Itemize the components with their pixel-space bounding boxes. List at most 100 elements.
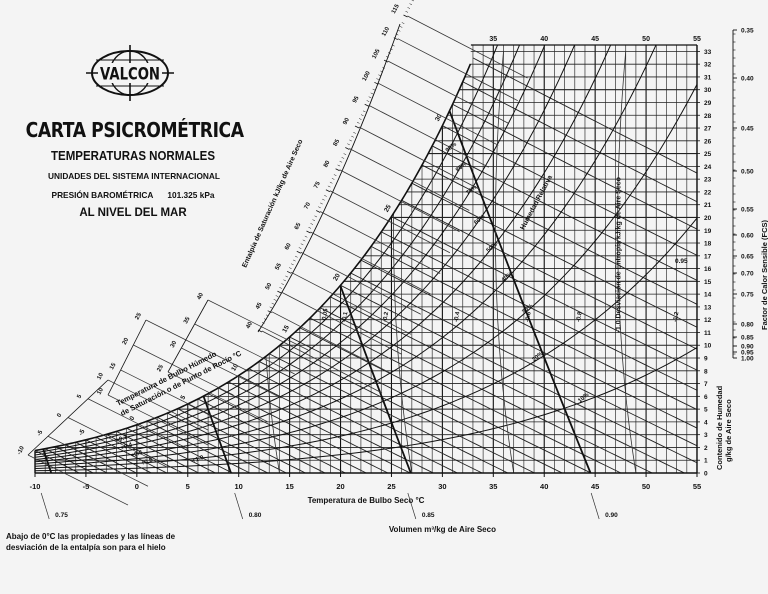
svg-text:75: 75: [313, 180, 322, 189]
svg-text:110: 110: [381, 26, 391, 38]
svg-text:0: 0: [135, 482, 139, 491]
svg-text:95: 95: [352, 95, 361, 104]
svg-text:4: 4: [704, 419, 708, 426]
svg-text:26: 26: [704, 138, 712, 145]
footnote: Abajo de 0°C las propiedades y las línea…: [6, 531, 175, 553]
svg-text:0.90: 0.90: [605, 512, 618, 519]
svg-text:35: 35: [183, 316, 192, 325]
svg-text:70: 70: [304, 201, 313, 210]
svg-text:-0.8: -0.8: [576, 311, 584, 323]
svg-text:0.45: 0.45: [741, 126, 754, 133]
svg-text:55: 55: [275, 262, 284, 271]
svg-text:0.70: 0.70: [741, 271, 754, 278]
svg-text:6: 6: [704, 394, 708, 401]
svg-text:0: 0: [704, 471, 708, 478]
svg-text:-0.2: -0.2: [382, 311, 390, 323]
svg-text:55: 55: [693, 36, 701, 43]
svg-text:13: 13: [704, 304, 712, 311]
svg-text:21: 21: [704, 202, 712, 209]
svg-text:10: 10: [704, 343, 712, 350]
svg-text:Volumen m³/kg de Aire Seco: Volumen m³/kg de Aire Seco: [389, 525, 496, 534]
svg-text:19: 19: [704, 228, 712, 235]
svg-text:31: 31: [704, 74, 712, 81]
svg-text:Factor de Calor Sensible (FCS): Factor de Calor Sensible (FCS): [760, 219, 768, 330]
svg-text:-0.6: -0.6: [525, 311, 533, 323]
svg-text:11: 11: [704, 330, 711, 337]
svg-text:-0.1: -0.1: [342, 311, 350, 323]
svg-text:100: 100: [362, 70, 372, 82]
svg-text:0.65: 0.65: [741, 254, 754, 261]
svg-text:14: 14: [704, 292, 712, 299]
svg-text:80%: 80%: [455, 161, 469, 174]
svg-text:9: 9: [704, 356, 708, 363]
svg-text:0.90: 0.90: [741, 344, 754, 351]
svg-text:-1.0 Desviación de Entropía kJ: -1.0 Desviación de Entropía kJ/kg de Air…: [616, 177, 623, 332]
svg-text:55: 55: [693, 482, 701, 491]
svg-text:20: 20: [336, 482, 344, 491]
svg-text:10: 10: [96, 372, 105, 381]
footnote-line-2: desviación de la entalpía son para el hi…: [6, 543, 166, 552]
svg-text:0.95: 0.95: [675, 258, 688, 265]
svg-text:40: 40: [540, 36, 548, 43]
svg-text:5: 5: [186, 482, 190, 491]
svg-text:28: 28: [704, 113, 712, 120]
svg-text:0.60: 0.60: [741, 233, 754, 240]
svg-text:7: 7: [704, 381, 708, 388]
svg-text:0.35: 0.35: [741, 28, 754, 35]
svg-text:20: 20: [122, 337, 131, 346]
svg-text:32: 32: [704, 62, 712, 69]
svg-text:-10: -10: [30, 482, 41, 491]
saturation-curve: [34, 63, 472, 452]
svg-text:45: 45: [591, 36, 599, 43]
svg-text:65: 65: [294, 222, 303, 231]
footnote-line-1: Abajo de 0°C las propiedades y las línea…: [6, 532, 176, 541]
svg-text:35: 35: [489, 36, 497, 43]
svg-text:Temperatura de Bulbo Húmedo: Temperatura de Bulbo Húmedo: [115, 349, 218, 408]
svg-text:+1.0: +1.0: [191, 455, 205, 465]
svg-text:0.55: 0.55: [741, 207, 754, 214]
svg-text:0.85: 0.85: [422, 512, 435, 519]
svg-text:20: 20: [704, 215, 712, 222]
svg-text:30: 30: [170, 340, 179, 349]
svg-text:0.80: 0.80: [741, 322, 754, 329]
chart-grid: [35, 45, 697, 473]
svg-text:-10: -10: [16, 445, 26, 456]
svg-text:33: 33: [704, 49, 712, 56]
svg-text:22: 22: [704, 189, 712, 196]
svg-text:29: 29: [704, 100, 712, 107]
svg-text:10%: 10%: [577, 392, 591, 405]
svg-text:5: 5: [76, 393, 83, 399]
svg-text:Entalpía de Saturación kJ/kg d: Entalpía de Saturación kJ/kg de Aire Sec…: [241, 139, 304, 269]
svg-text:Contenido de Humedadg/kg de Ai: Contenido de Humedadg/kg de Aire Seco: [715, 385, 733, 470]
svg-text:17: 17: [704, 253, 712, 260]
svg-text:0.80: 0.80: [249, 512, 262, 519]
svg-text:5: 5: [704, 407, 708, 414]
svg-text:5: 5: [179, 394, 187, 401]
svg-text:35: 35: [489, 482, 497, 491]
svg-text:90%: 90%: [445, 141, 459, 154]
chart-title: CARTA PSICROMÉTRICA: [25, 118, 244, 142]
pressure-value: 101.325 kPa: [167, 190, 215, 200]
svg-text:25: 25: [387, 482, 395, 491]
svg-text:-1.2: -1.2: [673, 311, 681, 323]
chart-subtitle: TEMPERATURAS NORMALES: [51, 149, 215, 163]
svg-text:25: 25: [704, 151, 712, 158]
svg-text:10: 10: [235, 482, 243, 491]
svg-text:80: 80: [323, 159, 332, 168]
title-block: CARTA PSICROMÉTRICA TEMPERATURAS NORMALE…: [0, 118, 260, 219]
svg-text:8: 8: [704, 368, 708, 375]
svg-text:2: 2: [704, 445, 708, 452]
svg-text:0.85: 0.85: [741, 335, 754, 342]
altitude-label: AL NIVEL DEL MAR: [79, 207, 187, 219]
svg-text:30: 30: [438, 482, 446, 491]
svg-text:40: 40: [245, 321, 254, 330]
svg-text:Temperatura de Bulbo Seco °C: Temperatura de Bulbo Seco °C: [308, 496, 425, 505]
pressure-label: PRESIÓN BAROMÉTRICA: [51, 190, 154, 200]
svg-text:50: 50: [265, 282, 274, 291]
svg-text:24: 24: [704, 164, 712, 171]
svg-text:+0.8: +0.8: [141, 457, 155, 467]
svg-text:30: 30: [704, 87, 712, 94]
svg-text:-5: -5: [36, 429, 44, 437]
svg-text:25: 25: [134, 312, 143, 321]
